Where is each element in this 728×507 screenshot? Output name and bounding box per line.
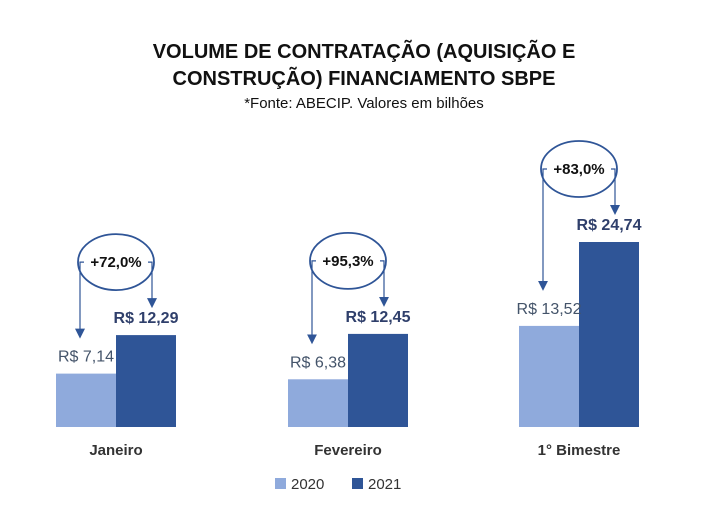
arrow-to-2020-bimestre — [538, 168, 548, 291]
growth-ellipse-janeiro — [77, 233, 155, 291]
chart-title-line-1: VOLUME DE CONTRATAÇÃO (AQUISIÇÃO E — [153, 40, 576, 63]
arrow-to-2021-bimestre — [610, 168, 620, 215]
data-label-2020-fevereiro: R$ 6,38 — [290, 354, 346, 371]
arrow-to-2020-janeiro — [75, 261, 85, 339]
growth-ellipse-fevereiro — [309, 232, 387, 290]
bar-2020-janeiro — [56, 373, 116, 427]
data-label-2021-bimestre: R$ 24,74 — [577, 217, 642, 234]
chart-subtitle: *Fonte: ABECIP. Valores em bilhões — [244, 95, 484, 112]
legend-swatch-2021 — [352, 478, 363, 489]
arrow-to-2021-janeiro — [147, 261, 157, 309]
bar-2020-fevereiro — [288, 379, 348, 427]
plot-area: R$ 7,14 R$ 12,29 Janeiro +72,0% R$ 6,38 R$ 12… — [56, 140, 642, 459]
data-label-2020-bimestre: R$ 13,52 — [517, 301, 582, 318]
growth-label-bimestre: +83,0% — [553, 161, 604, 178]
chart-title-line-2: CONSTRUÇÃO) FINANCIAMENTO SBPE — [173, 67, 556, 90]
legend-label-2020: 2020 — [291, 476, 324, 493]
bar-2020-bimestre — [519, 325, 579, 427]
arrow-to-2020-fevereiro — [307, 260, 317, 345]
category-label-fevereiro: Fevereiro — [314, 442, 382, 459]
arrow-to-2021-fevereiro — [379, 260, 389, 307]
legend-swatch-2020 — [275, 478, 286, 489]
growth-label-fevereiro: +95,3% — [322, 253, 373, 270]
data-label-2021-fevereiro: R$ 12,45 — [346, 309, 411, 326]
bar-2021-bimestre — [579, 242, 639, 427]
legend: 2020 2021 — [275, 476, 401, 493]
data-label-2021-janeiro: R$ 12,29 — [114, 310, 179, 327]
legend-label-2021: 2021 — [368, 476, 401, 493]
growth-ellipse-bimestre — [540, 140, 618, 198]
bar-2021-fevereiro — [348, 333, 408, 427]
growth-label-janeiro: +72,0% — [90, 254, 141, 271]
category-label-bimestre: 1° Bimestre — [538, 442, 621, 459]
bar-2021-janeiro — [116, 335, 176, 427]
data-label-2020-janeiro: R$ 7,14 — [58, 349, 114, 366]
category-label-janeiro: Janeiro — [89, 442, 142, 459]
